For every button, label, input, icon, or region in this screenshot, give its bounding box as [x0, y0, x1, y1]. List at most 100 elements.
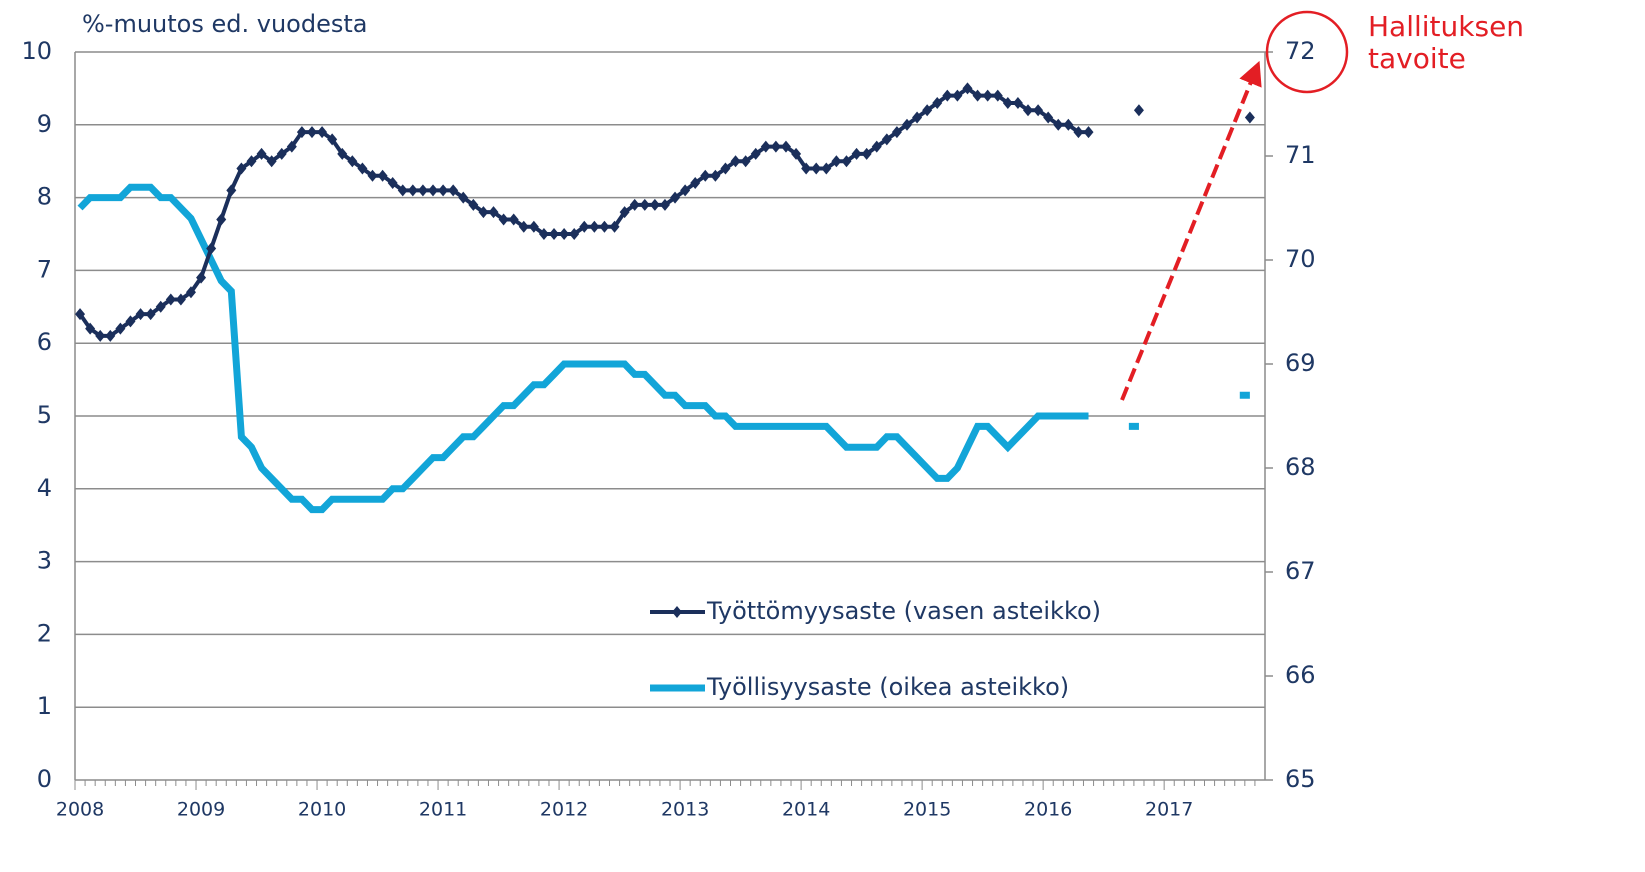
marker — [680, 184, 691, 197]
marker — [700, 169, 711, 182]
marker — [982, 89, 993, 102]
marker — [367, 169, 378, 182]
marker — [155, 300, 166, 313]
marker — [740, 155, 751, 168]
marker — [912, 111, 923, 124]
marker — [831, 155, 842, 168]
annotation: Hallituksen tavoite — [1368, 10, 1524, 75]
marker — [438, 184, 449, 197]
y-tick-label: 2 — [37, 619, 52, 647]
marker — [962, 82, 973, 95]
marker — [559, 228, 570, 240]
marker — [821, 162, 832, 175]
marker — [508, 213, 519, 226]
marker — [347, 155, 358, 168]
marker — [185, 286, 196, 299]
y2-tick-label: 65 — [1285, 765, 1316, 793]
marker — [599, 220, 610, 233]
marker — [266, 155, 277, 168]
marker — [135, 308, 146, 321]
marker — [1083, 126, 1094, 139]
y-tick-label: 9 — [37, 110, 52, 138]
legend-label: Työllisyysaste (oikea asteikko) — [706, 673, 1069, 701]
x-tick-label: 2017 — [1145, 799, 1193, 821]
marker — [891, 126, 902, 139]
marker — [75, 308, 86, 321]
marker — [377, 169, 388, 182]
marker — [639, 198, 650, 211]
marker — [518, 220, 529, 233]
y-tick-label: 5 — [37, 401, 52, 429]
y-tick-label: 4 — [37, 474, 52, 502]
marker — [952, 89, 963, 102]
marker — [811, 162, 822, 175]
marker — [488, 206, 499, 219]
marker — [397, 184, 408, 197]
marker — [417, 184, 428, 197]
target-arrow — [1120, 60, 1262, 401]
marker — [881, 133, 892, 146]
marker — [851, 147, 862, 160]
marker — [750, 147, 761, 160]
y-tick-label: 3 — [37, 547, 52, 575]
marker — [609, 220, 620, 233]
marker — [730, 155, 741, 168]
marker — [528, 220, 539, 233]
marker — [710, 169, 721, 182]
y-tick-label: 6 — [37, 328, 52, 356]
y2-tick-label: 67 — [1285, 557, 1316, 585]
marker — [579, 220, 590, 233]
marker — [780, 140, 791, 153]
y-axis-label: %-muutos ed. vuodesta — [82, 10, 367, 38]
marker — [478, 206, 489, 219]
marker — [791, 147, 802, 160]
x-tick-label: 2009 — [177, 799, 225, 821]
marker — [206, 242, 217, 255]
marker — [720, 162, 731, 175]
x-tick-label: 2008 — [56, 799, 104, 821]
marker — [357, 162, 368, 175]
marker — [105, 329, 116, 342]
marker — [1023, 104, 1034, 117]
marker — [175, 293, 186, 306]
line-series — [77, 183, 1250, 514]
marker — [306, 126, 317, 139]
y2-tick-label: 70 — [1285, 245, 1316, 273]
marker — [569, 228, 580, 240]
legend: Työttömyysaste (vasen asteikko) Työllisy… — [650, 597, 1101, 701]
marker — [589, 220, 600, 233]
marker — [236, 162, 247, 175]
marker — [458, 191, 469, 204]
y2-tick-label: 72 — [1285, 37, 1316, 65]
marker — [1012, 96, 1023, 109]
marker — [95, 329, 106, 342]
marker — [196, 271, 207, 284]
marker — [659, 198, 670, 211]
marker — [1002, 96, 1013, 109]
marker — [1073, 126, 1084, 139]
marker — [629, 198, 640, 211]
x-tick-label: 2016 — [1024, 799, 1072, 821]
marker — [861, 147, 872, 160]
x-tick-label: 2011 — [419, 799, 467, 821]
marker — [115, 322, 126, 335]
marker — [256, 147, 267, 160]
marker — [468, 198, 479, 211]
marker — [165, 293, 176, 306]
marker — [448, 184, 459, 197]
marker — [1033, 104, 1044, 117]
marker — [1244, 111, 1255, 124]
marker — [992, 89, 1003, 102]
marker — [871, 140, 882, 153]
marker — [942, 89, 953, 102]
marker — [216, 213, 227, 226]
x-tick-label: 2013 — [661, 799, 709, 821]
marker — [387, 177, 398, 190]
y-tick-label: 0 — [37, 765, 52, 793]
marker — [286, 140, 297, 153]
marker — [85, 322, 96, 335]
marker — [1053, 118, 1064, 131]
